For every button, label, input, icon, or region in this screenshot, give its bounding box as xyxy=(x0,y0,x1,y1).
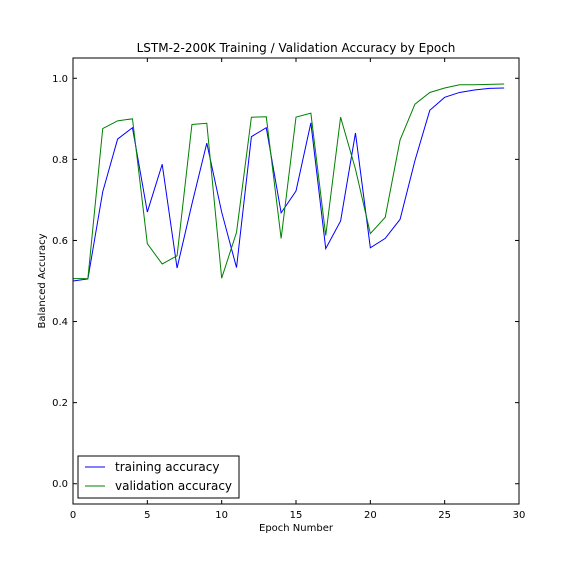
chart-title: LSTM-2-200K Training / Validation Accura… xyxy=(137,41,456,55)
y-tick-label: 0.6 xyxy=(52,236,68,247)
y-tick-label: 1.0 xyxy=(52,74,68,85)
x-tick-label: 30 xyxy=(513,510,526,521)
series-line-2 xyxy=(73,83,505,280)
x-tick-label: 15 xyxy=(290,510,303,521)
x-tick-label: 10 xyxy=(215,510,228,521)
y-tick-label: 0.2 xyxy=(52,398,68,409)
legend-box xyxy=(77,455,240,499)
y-axis-label: Balanced Accuracy xyxy=(37,233,48,328)
y-tick-label: 0.4 xyxy=(52,317,68,328)
y-tick-label: 0.8 xyxy=(52,155,68,166)
x-tick-label: 5 xyxy=(144,510,150,521)
series-layer xyxy=(72,83,505,282)
x-axis-label: Epoch Number xyxy=(259,523,334,534)
legend-label-2: validation accuracy xyxy=(115,479,232,493)
x-tick-label: 0 xyxy=(70,510,76,521)
legend: training accuracy validation accuracy xyxy=(77,455,240,499)
axes-frame xyxy=(72,57,520,505)
x-tick-label: 20 xyxy=(364,510,377,521)
legend-label-1: training accuracy xyxy=(115,460,219,474)
y-tick-label: 0.0 xyxy=(52,479,68,490)
ticks-layer: 0 5 10 15 20 25 30 0.0 0.2 0.4 0.6 0.8 1.0 xyxy=(52,58,525,521)
series-line-1 xyxy=(72,87,505,282)
x-tick-label: 25 xyxy=(438,510,451,521)
